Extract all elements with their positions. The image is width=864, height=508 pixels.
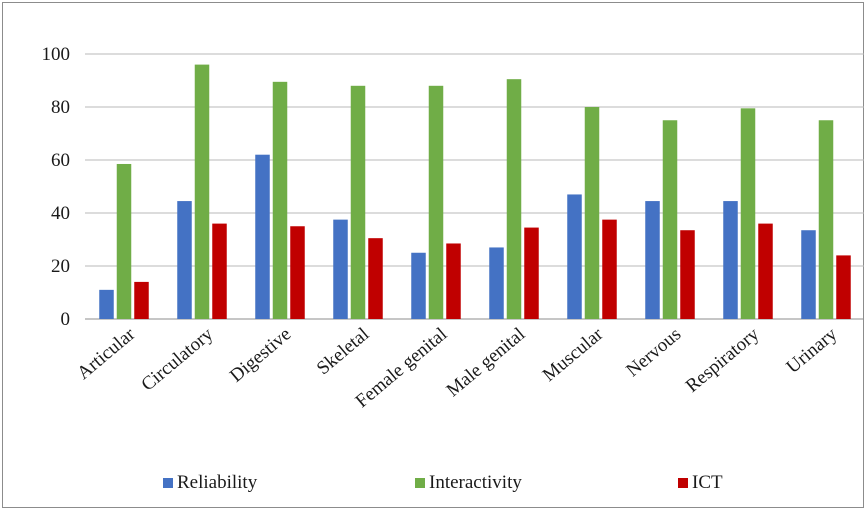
bar-interactivity-female-genital: [428, 85, 444, 319]
y-tick-label: 20: [51, 256, 70, 277]
bar-reliability-digestive: [255, 154, 270, 319]
bar-ict-female-genital: [446, 243, 461, 319]
bar-ict-skeletal: [368, 238, 383, 319]
bar-ict-articular: [134, 281, 149, 319]
bar-ict-respiratory: [758, 223, 773, 319]
y-tick-label: 80: [51, 97, 70, 118]
legend-swatch-reliability: [163, 478, 173, 488]
bar-reliability-female-genital: [411, 252, 426, 319]
bars: [99, 64, 851, 319]
x-tick-label: Male genital: [443, 324, 530, 401]
x-tick-label: Respiratory: [682, 323, 764, 396]
bar-ict-circulatory: [212, 223, 227, 319]
legend-swatch-interactivity: [415, 478, 425, 488]
x-tick-label: Urinary: [782, 323, 841, 377]
legend-label-ict: ICT: [692, 472, 723, 493]
y-tick-label: 100: [42, 44, 71, 65]
legend-label-interactivity: Interactivity: [429, 472, 522, 493]
x-tick-label: Muscular: [539, 323, 608, 386]
bar-ict-digestive: [290, 226, 305, 319]
legend-swatch-ict: [678, 478, 688, 488]
bar-interactivity-skeletal: [350, 85, 366, 319]
bar-reliability-male-genital: [489, 247, 504, 319]
bar-ict-muscular: [602, 219, 617, 319]
x-tick-label: Circulatory: [137, 323, 217, 395]
x-tick-label: Articular: [73, 323, 140, 384]
x-tick-label: Nervous: [622, 324, 685, 381]
bar-ict-nervous: [680, 230, 695, 319]
bar-ict-male-genital: [524, 227, 539, 319]
bar-interactivity-circulatory: [194, 64, 210, 319]
bar-interactivity-male-genital: [506, 79, 522, 319]
bar-reliability-nervous: [645, 201, 660, 319]
bar-interactivity-respiratory: [740, 108, 756, 319]
bar-reliability-urinary: [801, 230, 816, 319]
bar-reliability-articular: [99, 289, 114, 319]
bar-interactivity-digestive: [272, 81, 288, 319]
bar-reliability-circulatory: [177, 201, 192, 319]
legend: Reliability Interactivity ICT: [163, 472, 723, 493]
bar-reliability-skeletal: [333, 219, 348, 319]
bar-reliability-respiratory: [723, 201, 738, 319]
bar-ict-urinary: [836, 255, 851, 319]
y-tick-label: 60: [51, 150, 70, 171]
y-axis-tick-labels: 0 20 40 60 80 100: [42, 44, 71, 330]
y-tick-label: 0: [61, 309, 71, 330]
bar-interactivity-nervous: [662, 120, 678, 319]
bar-interactivity-articular: [116, 163, 132, 319]
x-tick-label: Digestive: [226, 324, 295, 387]
bar-interactivity-urinary: [818, 120, 834, 319]
legend-label-reliability: Reliability: [177, 472, 258, 493]
y-tick-label: 40: [51, 203, 70, 224]
bar-reliability-muscular: [567, 194, 582, 319]
bar-interactivity-muscular: [584, 107, 600, 319]
x-tick-label: Skeletal: [313, 324, 373, 379]
